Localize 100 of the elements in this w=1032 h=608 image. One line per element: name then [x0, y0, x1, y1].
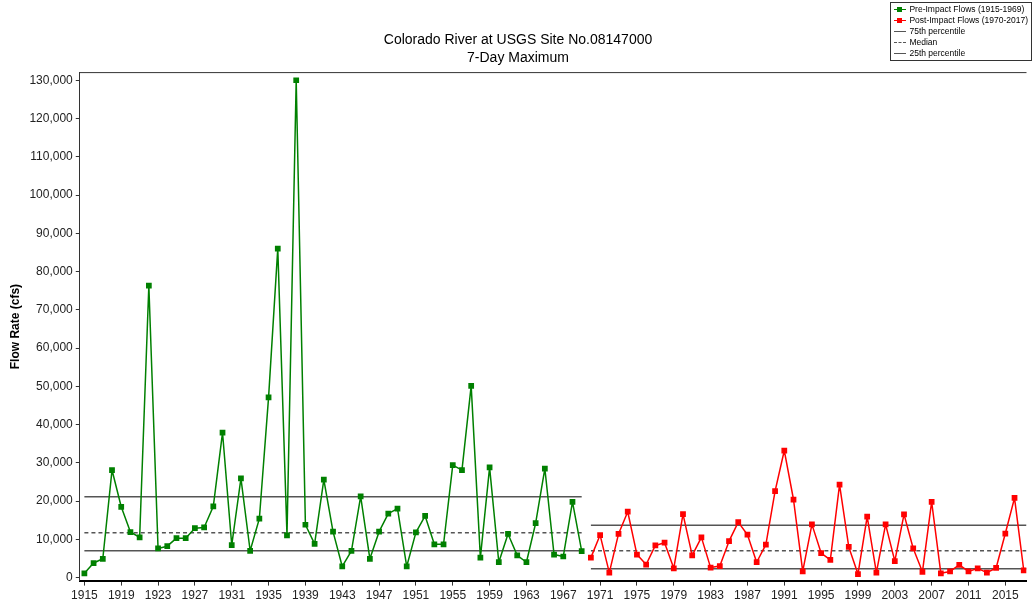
- point: [1002, 530, 1009, 537]
- x-tick-label: 1999: [844, 588, 872, 603]
- point: [588, 554, 594, 561]
- point: [541, 465, 548, 472]
- point: [809, 521, 815, 528]
- point: [293, 77, 300, 84]
- x-tick-label: 1987: [734, 588, 762, 603]
- point: [984, 569, 990, 576]
- point: [228, 542, 235, 548]
- x-tick-label: 1923: [144, 588, 172, 603]
- point: [440, 541, 447, 548]
- point: [164, 543, 171, 550]
- x-tick-label: 1927: [181, 588, 209, 603]
- y-tick-label: 60,000: [36, 340, 74, 355]
- point: [652, 542, 659, 549]
- y-tick-label: 110,000: [30, 149, 74, 164]
- y-tick-label: 130,000: [29, 72, 74, 87]
- point: [477, 554, 484, 561]
- x-tick-label: 1963: [513, 588, 541, 603]
- point: [597, 532, 603, 538]
- point: [284, 532, 290, 539]
- point: [569, 498, 576, 505]
- point: [1011, 495, 1018, 501]
- point: [532, 520, 539, 527]
- point: [265, 394, 272, 401]
- x-tick-label: 1951: [402, 588, 430, 603]
- point: [772, 488, 778, 494]
- y-tick-label: 90,000: [36, 225, 74, 240]
- point: [192, 525, 198, 532]
- y-tick-label: 70,000: [36, 302, 74, 317]
- legend-label: 25th percentile: [909, 48, 966, 59]
- point: [937, 570, 944, 577]
- point: [109, 467, 115, 473]
- x-tick-label: 2011: [955, 588, 982, 603]
- point: [763, 541, 769, 548]
- point: [256, 515, 263, 522]
- x-tick-label: 1939: [292, 588, 320, 603]
- point: [578, 548, 585, 555]
- point: [505, 531, 511, 537]
- point: [726, 538, 732, 545]
- point: [514, 552, 521, 559]
- point: [210, 503, 217, 510]
- point: [403, 563, 410, 570]
- legend-label: Median: [909, 37, 938, 48]
- point: [468, 383, 475, 389]
- point: [155, 545, 161, 552]
- point: [385, 510, 392, 517]
- point: [901, 511, 907, 518]
- point: [274, 245, 281, 252]
- point: [136, 534, 143, 541]
- x-tick-label: 1979: [660, 588, 688, 603]
- point: [357, 493, 364, 500]
- x-tick-label: 1959: [476, 588, 504, 603]
- chart-title: Colorado River at USGS Site No.08147000: [383, 31, 653, 48]
- point: [928, 498, 935, 505]
- x-tick-label: 1991: [770, 588, 798, 603]
- point: [523, 559, 530, 566]
- legend-label: 75th percentile: [909, 26, 966, 37]
- point: [716, 563, 723, 569]
- point: [947, 568, 953, 575]
- point: [956, 562, 963, 568]
- point: [118, 503, 125, 510]
- point: [864, 513, 871, 520]
- point: [624, 508, 631, 515]
- point: [339, 563, 346, 570]
- point: [882, 521, 889, 528]
- point: [845, 544, 852, 550]
- x-tick-label: 1947: [365, 588, 393, 603]
- x-tick-label: 1935: [255, 588, 283, 603]
- legend-label: Pre-Impact Flows (1915-1969): [909, 4, 1025, 15]
- x-tick-label: 1971: [586, 588, 614, 603]
- point: [919, 568, 926, 575]
- point: [891, 558, 898, 564]
- point: [744, 531, 751, 538]
- x-tick-label: 1975: [623, 588, 651, 603]
- point: [560, 553, 567, 560]
- x-tick-label: 1995: [807, 588, 835, 603]
- x-tick-label: 1943: [328, 588, 356, 603]
- point: [670, 565, 677, 572]
- y-tick-label: 120,000: [29, 110, 74, 125]
- x-tick-label: 1931: [218, 588, 246, 603]
- y-tick-label: 80,000: [36, 263, 74, 278]
- point: [974, 565, 981, 572]
- point: [551, 551, 557, 558]
- point: [855, 571, 861, 577]
- point: [818, 550, 824, 556]
- point: [348, 547, 355, 554]
- point: [90, 560, 97, 566]
- point: [311, 541, 318, 547]
- point: [634, 551, 640, 558]
- point: [367, 555, 373, 562]
- point: [643, 561, 650, 568]
- point: [799, 568, 806, 575]
- point: [910, 545, 917, 552]
- point: [495, 559, 502, 566]
- point: [81, 570, 88, 577]
- point: [238, 475, 244, 482]
- y-axis-title: Flow Rate (cfs): [7, 283, 22, 370]
- x-tick-label: 2003: [881, 588, 909, 603]
- point: [320, 476, 327, 483]
